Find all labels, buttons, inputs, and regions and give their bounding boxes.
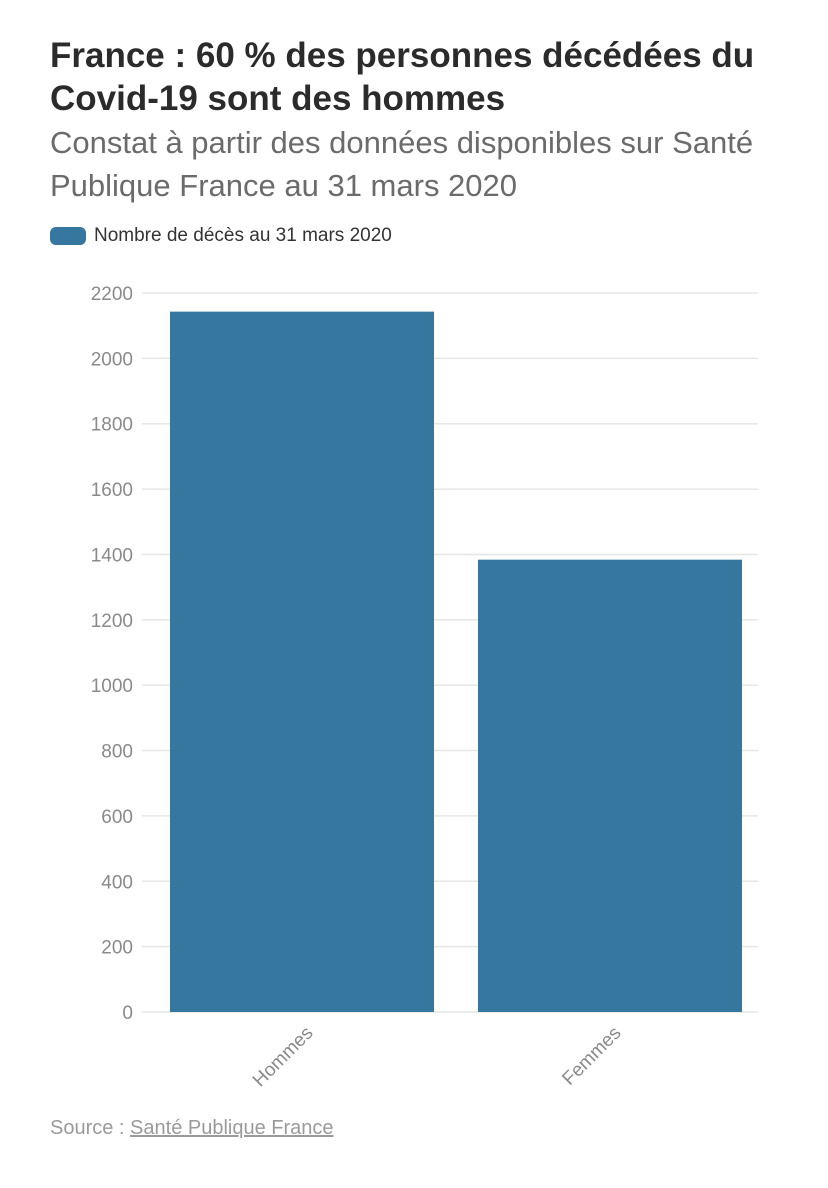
legend[interactable]: Nombre de décès au 31 mars 2020 (50, 222, 392, 250)
y-tick-label: 1600 (91, 480, 133, 501)
x-category-label: Femmes (558, 1023, 625, 1090)
legend-label: Nombre de décès au 31 mars 2020 (94, 225, 392, 246)
bar-chart: 0 200 400 600 800 1000 1200 1400 1600 1800 2000 220… (91, 284, 758, 1092)
bars (170, 311, 742, 1012)
chart-subtitle: Constat à partir des données disponibles… (50, 125, 754, 203)
legend-swatch (50, 227, 86, 245)
x-category-label: Hommes (249, 1023, 318, 1092)
chart-title: France : 60 % des personnes décédées du … (50, 36, 755, 118)
source-link[interactable]: Santé Publique France (130, 1117, 334, 1139)
y-tick-label: 600 (101, 807, 133, 828)
y-tick-label: 0 (122, 1003, 133, 1024)
y-tick-label: 800 (101, 742, 133, 763)
y-tick-label: 400 (101, 872, 133, 893)
x-axis-labels: Hommes Femmes (249, 1023, 626, 1092)
y-tick-label: 2200 (91, 284, 133, 305)
y-tick-label: 1800 (91, 415, 133, 436)
bar-femmes[interactable] (478, 559, 742, 1012)
source-note: Source : Santé Publique France (50, 1117, 334, 1140)
source-prefix: Source : (50, 1117, 131, 1139)
y-tick-label: 1000 (91, 676, 133, 697)
bar-hommes[interactable] (170, 311, 434, 1012)
y-tick-label: 1200 (91, 611, 133, 632)
y-tick-label: 200 (101, 938, 133, 959)
y-axis-ticks: 0 200 400 600 800 1000 1200 1400 1600 1800 2000 220… (91, 284, 133, 1024)
y-tick-label: 1400 (91, 545, 133, 566)
y-tick-label: 2000 (91, 349, 133, 370)
